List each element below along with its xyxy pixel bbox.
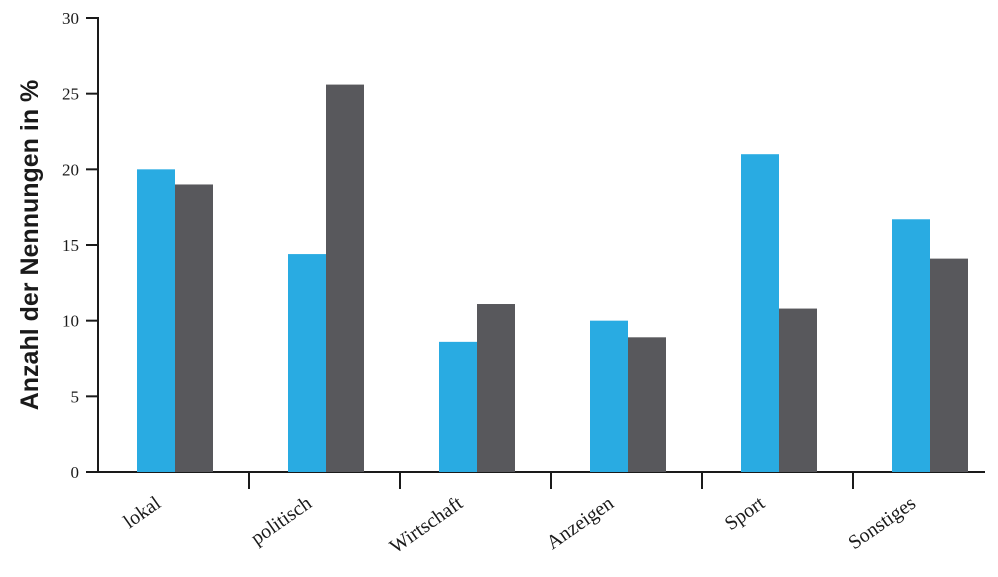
bar-series1-sonstiges [892, 219, 930, 472]
bar-series2-anzeigen [628, 337, 666, 472]
y-axis: 0 5 10 15 20 25 30 [62, 9, 99, 482]
x-tick-label: Sport [721, 492, 769, 535]
y-tick-label: 0 [71, 463, 80, 482]
bar-series2-sport [779, 308, 817, 472]
x-axis: lokal politisch Wirtschaft Anzeigen Sport Son… [98, 471, 985, 558]
bar-series1-anzeigen [590, 320, 628, 472]
y-tick-label: 10 [62, 312, 79, 331]
x-tick-label: lokal [119, 492, 165, 533]
bar-series2-sonstiges [930, 258, 968, 472]
bar-series2-lokal [175, 184, 213, 472]
x-tick-label: Anzeigen [542, 492, 617, 554]
y-tick-label: 5 [71, 387, 80, 406]
x-tick-label: Sonstiges [844, 492, 920, 554]
bars [137, 84, 968, 473]
y-tick-label: 20 [62, 160, 79, 179]
y-axis-title: Anzahl der Nennungen in % [16, 80, 44, 411]
y-tick-label: 30 [62, 9, 79, 28]
bar-series1-lokal [137, 169, 175, 473]
x-tick-label: Wirtschaft [386, 492, 467, 558]
y-tick-label: 15 [62, 236, 79, 255]
y-tick-label: 25 [62, 85, 79, 104]
bar-series1-wirtschaft [439, 341, 477, 472]
bar-series2-wirtschaft [477, 304, 515, 472]
x-tick-label: politisch [247, 492, 316, 550]
bar-series2-politisch [326, 84, 364, 472]
bar-series1-sport [741, 154, 779, 472]
bar-series1-politisch [288, 254, 326, 472]
